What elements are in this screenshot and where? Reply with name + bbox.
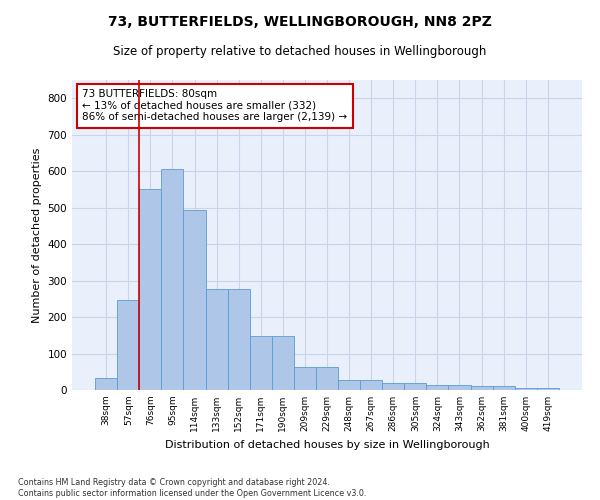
Bar [272,336,294,390]
Bar [294,367,316,390]
Bar [250,336,272,390]
X-axis label: Distribution of detached houses by size in Wellingborough: Distribution of detached houses by size … [164,440,490,450]
Y-axis label: Number of detached properties: Number of detached properties [32,148,42,322]
Bar [448,386,470,390]
Text: Contains HM Land Registry data © Crown copyright and database right 2024.
Contai: Contains HM Land Registry data © Crown c… [18,478,367,498]
Bar [161,170,184,390]
Bar [427,386,448,390]
Bar [184,210,206,390]
Bar [404,384,427,390]
Bar [493,386,515,390]
Bar [537,388,559,390]
Text: 73 BUTTERFIELDS: 80sqm
← 13% of detached houses are smaller (332)
86% of semi-de: 73 BUTTERFIELDS: 80sqm ← 13% of detached… [82,90,347,122]
Bar [206,289,227,390]
Bar [139,190,161,390]
Bar [95,378,117,390]
Bar [338,380,360,390]
Text: Size of property relative to detached houses in Wellingborough: Size of property relative to detached ho… [113,45,487,58]
Bar [316,367,338,390]
Bar [470,386,493,390]
Bar [515,388,537,390]
Text: 73, BUTTERFIELDS, WELLINGBOROUGH, NN8 2PZ: 73, BUTTERFIELDS, WELLINGBOROUGH, NN8 2P… [108,15,492,29]
Bar [227,289,250,390]
Bar [382,384,404,390]
Bar [360,380,382,390]
Bar [117,300,139,390]
